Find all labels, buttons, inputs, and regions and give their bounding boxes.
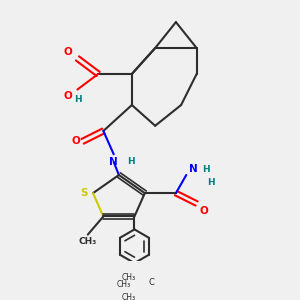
Text: S: S: [80, 188, 88, 198]
Text: H: H: [127, 157, 134, 166]
Text: O: O: [64, 47, 72, 57]
Text: O: O: [199, 206, 208, 216]
Text: H: H: [74, 95, 81, 104]
Text: O: O: [64, 91, 72, 101]
Text: C: C: [149, 278, 155, 287]
Text: CH₃: CH₃: [116, 280, 130, 289]
Text: N: N: [109, 157, 118, 167]
Text: N: N: [189, 164, 198, 174]
Text: CH₃: CH₃: [122, 273, 136, 282]
Text: H: H: [202, 165, 209, 174]
Text: CH₃: CH₃: [79, 237, 97, 246]
Text: H: H: [207, 178, 214, 187]
Text: CH₃: CH₃: [122, 293, 136, 300]
Text: O: O: [71, 136, 80, 146]
